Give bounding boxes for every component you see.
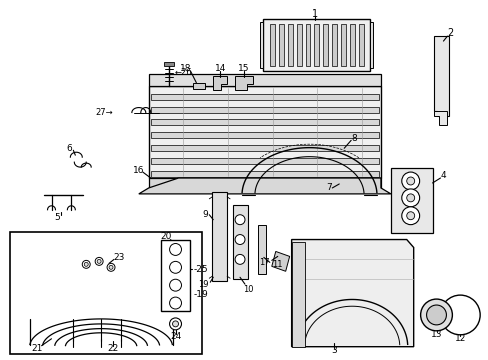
- Circle shape: [169, 297, 181, 309]
- Polygon shape: [332, 24, 337, 66]
- Polygon shape: [341, 24, 346, 66]
- Circle shape: [169, 318, 181, 330]
- Circle shape: [84, 262, 88, 266]
- Polygon shape: [358, 24, 364, 66]
- Circle shape: [235, 215, 244, 225]
- Text: 15: 15: [238, 64, 249, 73]
- Text: 1: 1: [312, 9, 318, 19]
- Circle shape: [440, 295, 479, 335]
- Text: 23: 23: [113, 253, 124, 262]
- Polygon shape: [148, 86, 380, 178]
- Polygon shape: [390, 168, 432, 233]
- Polygon shape: [263, 19, 369, 71]
- Polygon shape: [369, 22, 372, 68]
- Text: 16: 16: [133, 166, 144, 175]
- Ellipse shape: [438, 46, 444, 56]
- Circle shape: [406, 194, 414, 202]
- Circle shape: [426, 305, 446, 325]
- Circle shape: [401, 189, 419, 207]
- Polygon shape: [296, 24, 301, 66]
- Polygon shape: [287, 24, 292, 66]
- Circle shape: [420, 299, 451, 331]
- Polygon shape: [305, 24, 310, 66]
- Polygon shape: [150, 94, 378, 100]
- Text: -25: -25: [193, 265, 207, 274]
- Polygon shape: [212, 192, 226, 281]
- Polygon shape: [150, 171, 378, 177]
- Polygon shape: [291, 242, 304, 347]
- Polygon shape: [213, 76, 226, 90]
- Circle shape: [95, 257, 103, 265]
- Circle shape: [406, 177, 414, 185]
- Polygon shape: [150, 145, 378, 151]
- Polygon shape: [291, 239, 413, 347]
- Text: 2: 2: [447, 28, 452, 38]
- Polygon shape: [433, 111, 447, 125]
- Polygon shape: [163, 62, 173, 66]
- Polygon shape: [269, 24, 274, 66]
- Text: -19: -19: [193, 289, 208, 298]
- Polygon shape: [193, 83, 205, 89]
- Text: 7: 7: [326, 184, 331, 193]
- Text: 22: 22: [107, 344, 119, 353]
- Text: 17: 17: [259, 258, 269, 267]
- Polygon shape: [150, 120, 378, 125]
- Text: 6: 6: [66, 144, 72, 153]
- Text: 20: 20: [160, 232, 171, 241]
- Circle shape: [235, 255, 244, 264]
- Polygon shape: [433, 36, 448, 116]
- Text: 4: 4: [440, 171, 446, 180]
- Polygon shape: [148, 178, 380, 188]
- Circle shape: [169, 261, 181, 273]
- Circle shape: [401, 207, 419, 225]
- Polygon shape: [148, 74, 380, 86]
- Polygon shape: [150, 158, 378, 164]
- Circle shape: [169, 243, 181, 255]
- Text: 3: 3: [331, 346, 337, 355]
- Polygon shape: [259, 22, 263, 68]
- Ellipse shape: [438, 86, 444, 96]
- Polygon shape: [349, 24, 354, 66]
- Text: 11: 11: [271, 260, 282, 269]
- Circle shape: [401, 172, 419, 190]
- Polygon shape: [257, 225, 265, 274]
- Text: 27→: 27→: [95, 108, 113, 117]
- Text: 19: 19: [197, 280, 208, 289]
- Text: 18: 18: [180, 64, 191, 73]
- Text: 9: 9: [202, 210, 208, 219]
- Circle shape: [172, 321, 178, 327]
- Text: 21: 21: [31, 344, 42, 353]
- Polygon shape: [233, 205, 247, 279]
- Text: 12: 12: [454, 334, 465, 343]
- Circle shape: [97, 260, 101, 264]
- Ellipse shape: [438, 66, 444, 76]
- Text: 10: 10: [242, 285, 253, 294]
- Circle shape: [169, 279, 181, 291]
- Polygon shape: [10, 231, 202, 354]
- Text: 5: 5: [55, 213, 60, 222]
- Polygon shape: [278, 24, 283, 66]
- Polygon shape: [323, 24, 327, 66]
- Circle shape: [235, 235, 244, 244]
- Text: ←26: ←26: [174, 68, 192, 77]
- Polygon shape: [271, 251, 289, 271]
- Polygon shape: [235, 76, 252, 90]
- Text: 14: 14: [214, 64, 225, 73]
- Circle shape: [82, 260, 90, 268]
- Polygon shape: [139, 178, 390, 194]
- Text: 24: 24: [169, 332, 181, 341]
- Polygon shape: [150, 107, 378, 113]
- Polygon shape: [161, 239, 190, 311]
- Circle shape: [406, 212, 414, 220]
- Circle shape: [107, 264, 115, 271]
- Text: 13: 13: [430, 330, 441, 339]
- Polygon shape: [150, 132, 378, 138]
- Text: 8: 8: [350, 134, 356, 143]
- Polygon shape: [314, 24, 319, 66]
- Circle shape: [109, 265, 113, 269]
